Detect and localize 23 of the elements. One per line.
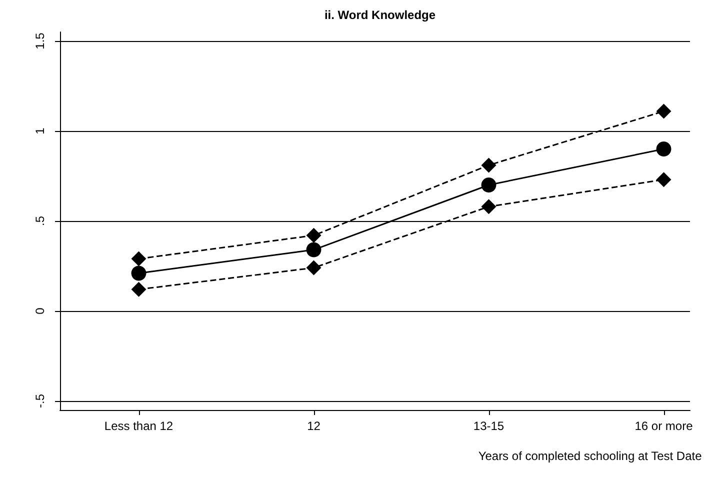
point bbox=[131, 251, 146, 266]
chart-title: ii. Word Knowledge bbox=[324, 8, 436, 22]
point bbox=[656, 142, 672, 156]
x-tick-label: Less than 12 bbox=[104, 419, 174, 433]
x-axis-title: Years of completed schooling at Test Date bbox=[478, 449, 702, 463]
point bbox=[656, 172, 672, 188]
point bbox=[481, 199, 496, 214]
y-tick-label: 1.5 bbox=[33, 32, 47, 50]
y-tick-label: 0 bbox=[33, 307, 47, 314]
y-tick-label: .5 bbox=[33, 216, 47, 226]
point bbox=[131, 266, 146, 281]
point bbox=[306, 260, 322, 276]
point bbox=[131, 282, 146, 297]
point bbox=[481, 158, 496, 173]
point bbox=[656, 104, 672, 119]
point bbox=[306, 242, 322, 258]
x-tick-label: 16 or more bbox=[634, 419, 694, 433]
y-tick-label: -.5 bbox=[33, 394, 47, 408]
x-tick-label: 13-15 bbox=[473, 419, 504, 433]
x-tick-label: 12 bbox=[307, 419, 321, 433]
point bbox=[481, 178, 496, 192]
point bbox=[306, 228, 322, 243]
y-tick-label: 1 bbox=[33, 127, 47, 134]
